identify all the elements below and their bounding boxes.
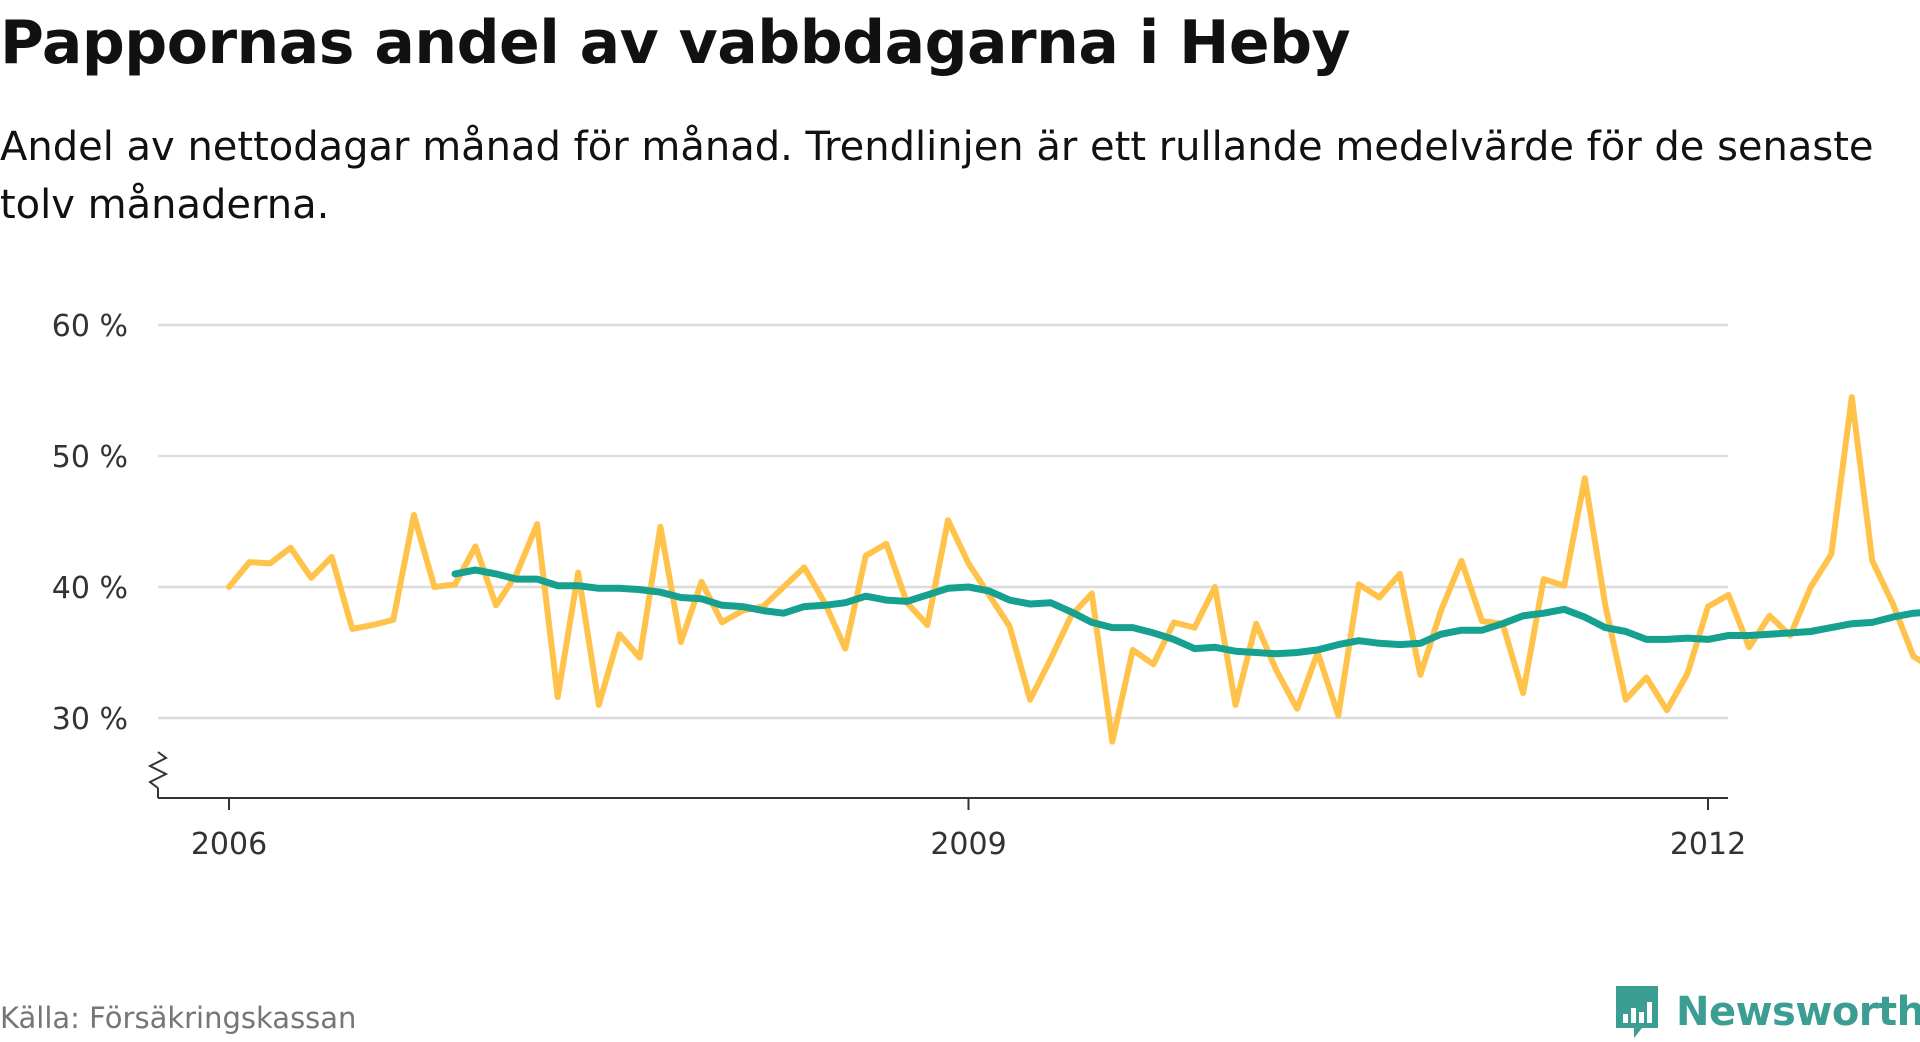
newsworthy-logo-icon (1616, 986, 1658, 1038)
axes (147, 751, 1728, 810)
series (226, 394, 1920, 745)
series-line-trend (451, 566, 1920, 658)
y-tick-label: 40 % (52, 571, 128, 606)
labels: 30 %40 %50 %60 %200620092012201520182021… (52, 309, 1746, 862)
chart-title: Pappornas andel av vabbdagarna i Heby (0, 8, 1351, 78)
x-tick-label: 2009 (930, 827, 1006, 862)
chart-subtitle: Andel av nettodagar månad för månad. Tre… (0, 124, 1874, 228)
series-line-per-manad (226, 394, 1920, 745)
brand-name: Newsworthy (1676, 989, 1920, 1035)
y-tick-label: 60 % (52, 309, 128, 344)
brand[interactable]: Newsworthy (1612, 982, 1920, 1042)
x-tick-label: 2012 (1670, 827, 1746, 862)
y-tick-label: 50 % (52, 440, 128, 475)
x-tick-label: 2006 (191, 827, 267, 862)
y-tick-label: 30 % (52, 702, 128, 737)
source-note: Källa: Försäkringskassan (0, 1001, 357, 1035)
y-axis-break-icon (147, 751, 169, 789)
gridlines (158, 323, 1728, 720)
